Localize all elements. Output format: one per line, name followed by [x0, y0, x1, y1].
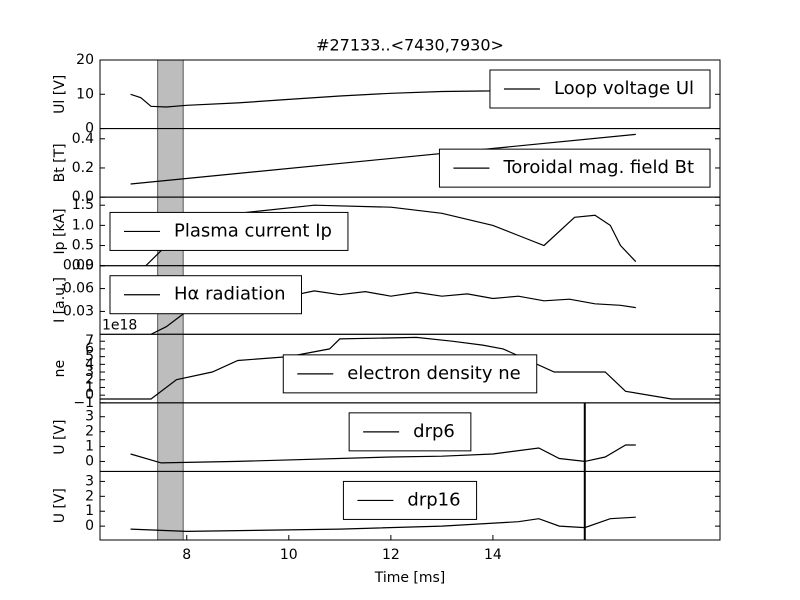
y-tick-label: 10 — [76, 86, 94, 102]
legend-text: Hα radiation — [174, 284, 286, 305]
y-tick-label: 1.5 — [72, 197, 94, 213]
x-tick-label: 14 — [484, 547, 502, 563]
chart-title: #27133..<7430,7930> — [316, 36, 504, 55]
legend-text: electron density ne — [347, 363, 520, 384]
y-tick-label: 20 — [76, 52, 94, 68]
y-tick-label: 6 — [85, 341, 94, 357]
x-axis-label: Time [ms] — [374, 570, 446, 586]
y-tick-label: 0 — [85, 518, 94, 534]
y-tick-label: 0.06 — [63, 281, 94, 297]
y-tick-label: 2 — [85, 488, 94, 504]
y-tick-label: 0.2 — [72, 160, 94, 176]
y-tick-label: 0.0 — [72, 189, 94, 205]
panel — [130, 128, 636, 198]
y-tick-label: 0.0 — [72, 258, 94, 274]
y-tick-label: 0.03 — [63, 303, 94, 319]
y-axis-label: Ul [V] — [52, 75, 68, 114]
x-tick-label: 8 — [182, 547, 191, 563]
y-tick-label: −1 — [73, 395, 94, 411]
legend-text: drp6 — [413, 421, 455, 442]
y-axis-label: Bt [T] — [52, 143, 68, 182]
y-tick-label: 4 — [85, 356, 94, 372]
y-axis-label: ne — [52, 360, 68, 378]
legend-text: drp16 — [407, 489, 460, 510]
panel — [130, 402, 636, 472]
legend: Plasma current Ip — [109, 211, 349, 251]
y-tick-label: 7 — [85, 333, 94, 349]
shaded-span — [157, 60, 184, 129]
legend: drp16 — [342, 480, 478, 520]
y-axis-label: I [a.u.] — [52, 277, 68, 323]
legend: Toroidal mag. field Bt — [438, 148, 711, 188]
legend: Hα radiation — [109, 275, 302, 315]
panel — [100, 334, 720, 403]
data-line — [130, 444, 636, 464]
shaded-span — [157, 128, 184, 198]
y-tick-label: 1 — [85, 379, 94, 395]
y-tick-label: 0 — [85, 453, 94, 469]
x-tick-label: 12 — [382, 547, 400, 563]
y-tick-label: 0 — [85, 121, 94, 137]
y-tick-label: 3 — [85, 409, 94, 425]
panel-frame — [99, 470, 721, 541]
legend: electron density ne — [282, 354, 538, 394]
x-tick-label: 10 — [280, 547, 298, 563]
y-tick-label: 0.5 — [72, 238, 94, 254]
shaded-span — [157, 471, 184, 540]
y-tick-label: 1 — [85, 503, 94, 519]
legend-text: Loop voltage Ul — [554, 78, 694, 99]
y-tick-label: 2 — [85, 372, 94, 388]
data-line — [100, 336, 720, 400]
y-tick-label: 0.09 — [63, 258, 94, 274]
panel — [130, 471, 636, 540]
shaded-span — [157, 402, 184, 472]
data-line — [130, 133, 636, 185]
y-tick-label: 5 — [85, 349, 94, 365]
y-tick-label: 1 — [85, 439, 94, 455]
legend-text: Toroidal mag. field Bt — [502, 157, 694, 178]
y-tick-label: 3 — [85, 473, 94, 489]
legend-text: Plasma current Ip — [174, 220, 332, 241]
y-tick-label: 0.4 — [72, 131, 94, 147]
data-line — [130, 516, 636, 533]
shaded-span — [157, 334, 184, 403]
y-tick-label: 0 — [85, 387, 94, 403]
offset-label: 1e18 — [102, 317, 137, 333]
y-axis-label: Ip [kA] — [52, 208, 68, 254]
y-axis-label: U [V] — [52, 420, 68, 455]
y-axis-label: U [V] — [52, 488, 68, 523]
y-tick-label: 1.0 — [72, 217, 94, 233]
legend: Loop voltage Ul — [489, 69, 711, 109]
legend: drp6 — [348, 412, 472, 452]
y-tick-label: 3 — [85, 364, 94, 380]
y-tick-label: 2 — [85, 424, 94, 440]
